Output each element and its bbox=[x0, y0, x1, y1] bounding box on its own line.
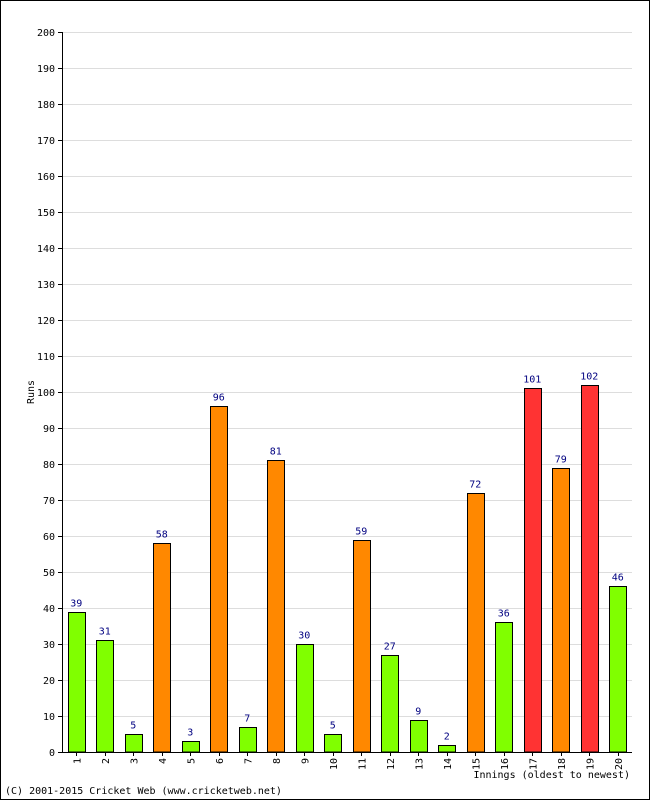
copyright-text: (C) 2001-2015 Cricket Web (www.cricketwe… bbox=[5, 786, 282, 797]
x-tick-label: 15 bbox=[471, 758, 482, 770]
y-tick-label: 60 bbox=[43, 532, 55, 543]
x-tick-label: 18 bbox=[557, 758, 568, 770]
x-tick-label: 8 bbox=[272, 758, 283, 764]
x-tick-label: 20 bbox=[614, 758, 625, 770]
value-label: 101 bbox=[523, 375, 541, 386]
y-tick-label: 110 bbox=[37, 352, 55, 363]
x-tick-label: 12 bbox=[386, 758, 397, 770]
bar-innings-6 bbox=[210, 406, 228, 753]
y-tick-label: 140 bbox=[37, 244, 55, 255]
y-axis-label: Runs bbox=[26, 380, 37, 404]
value-label: 46 bbox=[612, 573, 624, 584]
x-tick-label: 11 bbox=[357, 758, 368, 770]
x-tick-label: 2 bbox=[101, 758, 112, 764]
x-tick-label: 1 bbox=[72, 758, 83, 764]
x-tick-label: 13 bbox=[414, 758, 425, 770]
value-label: 59 bbox=[355, 527, 367, 538]
y-tick-label: 150 bbox=[37, 208, 55, 219]
x-tick-label: 6 bbox=[215, 758, 226, 764]
y-tick-label: 160 bbox=[37, 172, 55, 183]
y-tick-label: 20 bbox=[43, 676, 55, 687]
y-tick-label: 70 bbox=[43, 496, 55, 507]
value-label: 27 bbox=[384, 642, 396, 653]
value-label: 36 bbox=[498, 609, 510, 620]
value-label: 5 bbox=[330, 721, 336, 732]
x-tick-label: 4 bbox=[158, 758, 169, 764]
x-axis-ticks: 1 2 3 4 5 6 7 8 9 10 11 12 13 14 15 16 17 18 19 20 bbox=[72, 752, 625, 770]
y-tick-label: 40 bbox=[43, 604, 55, 615]
grid-lines bbox=[62, 32, 632, 717]
y-tick-label: 170 bbox=[37, 136, 55, 147]
x-tick-label: 5 bbox=[186, 758, 197, 764]
value-label: 9 bbox=[415, 707, 421, 718]
value-label: 5 bbox=[130, 721, 136, 732]
y-tick-label: 50 bbox=[43, 568, 55, 579]
bar-innings-16 bbox=[495, 622, 513, 753]
value-label: 72 bbox=[469, 480, 481, 491]
value-label: 39 bbox=[70, 599, 82, 610]
bar-innings-20 bbox=[609, 586, 627, 753]
y-tick-label: 80 bbox=[43, 460, 55, 471]
value-label: 7 bbox=[244, 714, 250, 725]
bar-innings-10 bbox=[324, 734, 342, 753]
value-label: 79 bbox=[555, 455, 567, 466]
x-axis-label: Innings (oldest to newest) bbox=[473, 770, 630, 781]
y-tick-label: 180 bbox=[37, 100, 55, 111]
value-label: 2 bbox=[444, 732, 450, 743]
y-tick-label: 30 bbox=[43, 640, 55, 651]
y-axis-ticks: 0 10 20 30 40 50 60 70 80 90 100 110 120 130 140 150 160… bbox=[37, 28, 62, 759]
value-label: 102 bbox=[580, 372, 598, 383]
bar-innings-7 bbox=[239, 727, 257, 753]
bar-innings-4 bbox=[153, 543, 171, 753]
x-tick-label: 19 bbox=[585, 758, 596, 770]
bar-innings-15 bbox=[467, 493, 485, 753]
bar-innings-19 bbox=[581, 385, 599, 753]
value-label: 3 bbox=[187, 728, 193, 739]
x-tick-label: 16 bbox=[500, 758, 511, 770]
y-tick-label: 10 bbox=[43, 712, 55, 723]
bar-innings-18 bbox=[552, 468, 570, 753]
y-tick-label: 90 bbox=[43, 424, 55, 435]
bars bbox=[68, 385, 627, 753]
bar-innings-17 bbox=[524, 388, 542, 753]
value-label: 30 bbox=[298, 631, 310, 642]
y-tick-label: 130 bbox=[37, 280, 55, 291]
x-tick-label: 7 bbox=[243, 758, 254, 764]
bar-innings-5 bbox=[182, 741, 200, 753]
value-label: 58 bbox=[156, 530, 168, 541]
bar-innings-11 bbox=[353, 540, 371, 753]
value-labels: 39 31 5 58 3 96 7 81 30 5 59 27 9 2 72 36 101 79 102 46 bbox=[70, 372, 624, 743]
y-tick-label: 0 bbox=[49, 748, 55, 759]
x-tick-label: 14 bbox=[443, 758, 454, 770]
value-label: 31 bbox=[99, 627, 111, 638]
x-tick-label: 10 bbox=[329, 758, 340, 770]
value-label: 81 bbox=[270, 447, 282, 458]
bar-innings-8 bbox=[267, 460, 285, 753]
y-tick-label: 120 bbox=[37, 316, 55, 327]
bar-innings-2 bbox=[96, 640, 114, 753]
bar-innings-13 bbox=[410, 720, 428, 753]
bar-innings-14 bbox=[438, 745, 456, 753]
x-tick-label: 9 bbox=[300, 758, 311, 764]
y-tick-label: 200 bbox=[37, 28, 55, 39]
bar-innings-12 bbox=[381, 655, 399, 753]
x-tick-label: 17 bbox=[528, 758, 539, 770]
y-tick-label: 190 bbox=[37, 64, 55, 75]
bar-innings-1 bbox=[68, 612, 86, 753]
value-label: 96 bbox=[213, 393, 225, 404]
bar-innings-9 bbox=[296, 644, 314, 753]
y-tick-label: 100 bbox=[37, 388, 55, 399]
bar-innings-3 bbox=[125, 734, 143, 753]
x-tick-label: 3 bbox=[129, 758, 140, 764]
